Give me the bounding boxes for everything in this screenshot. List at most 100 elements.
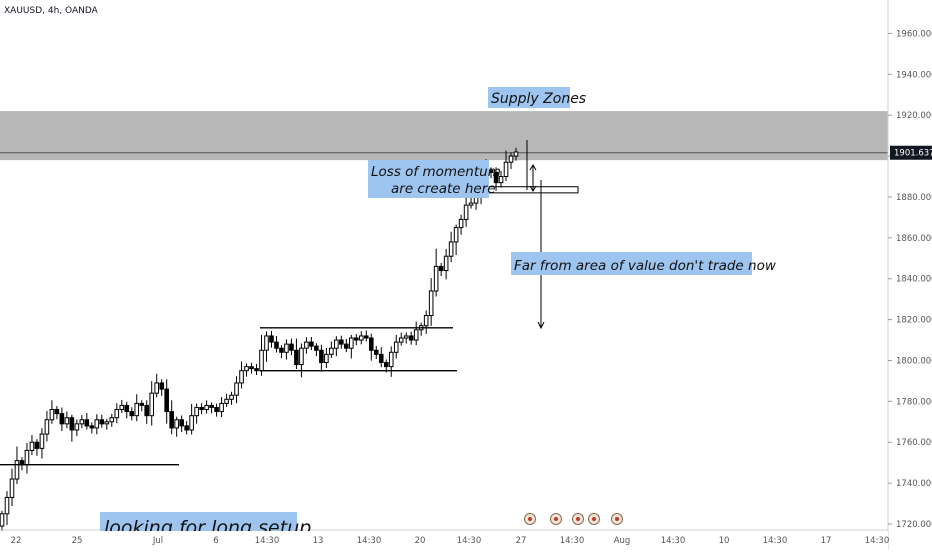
candle-body <box>498 176 504 184</box>
candle <box>254 363 259 375</box>
candle <box>264 331 269 362</box>
x-tick-label: 20 <box>415 536 426 546</box>
candle-body <box>299 347 304 366</box>
event-marker-icon[interactable] <box>524 513 536 525</box>
supply-zones-label-text: Supply Zones <box>491 91 586 107</box>
candle-body <box>54 409 60 415</box>
candle-body <box>84 419 90 427</box>
candle <box>453 224 459 256</box>
x-tick-label: 10 <box>719 536 730 546</box>
last-price-tag-bg <box>890 145 932 160</box>
candle-body <box>69 417 75 431</box>
x-tick-label: 14:30 <box>865 536 890 546</box>
far-from-value-label[interactable]: Far from area of value don't trade now <box>511 252 777 275</box>
candle <box>139 400 145 412</box>
candle <box>219 397 224 418</box>
momentum-line-2: are create here <box>391 181 496 197</box>
candle <box>194 403 199 424</box>
measure-arrow[interactable] <box>529 164 537 192</box>
candle-body <box>224 398 229 404</box>
candle <box>89 422 95 434</box>
candle-body <box>344 343 349 349</box>
candle <box>423 310 429 334</box>
event-marker-icon[interactable] <box>611 513 623 525</box>
y-tick-label: 1920.000 <box>896 111 932 121</box>
candle <box>344 339 349 353</box>
y-tick-label: 1760.000 <box>896 438 932 448</box>
candle-body <box>189 415 194 431</box>
candle <box>398 332 404 346</box>
candle-body <box>294 349 299 366</box>
candle <box>388 346 394 377</box>
candle <box>443 248 449 280</box>
candle <box>169 400 174 435</box>
momentum-line-1: Loss of momentum <box>371 164 501 180</box>
candle-body <box>368 337 374 351</box>
candle-body <box>159 382 164 390</box>
candle-body <box>49 409 55 421</box>
candle <box>378 347 384 368</box>
supply-zone-rect[interactable] <box>0 111 888 161</box>
candle-body <box>433 265 439 292</box>
candle-body <box>154 382 159 394</box>
x-tick-label: Aug <box>614 536 631 546</box>
candle-body <box>4 496 10 515</box>
candle <box>44 410 50 442</box>
event-marker-icon[interactable] <box>550 513 562 525</box>
candle-body <box>373 349 379 355</box>
candle <box>224 393 229 407</box>
candle <box>124 401 130 419</box>
candle-body <box>94 419 100 429</box>
candle <box>159 379 164 396</box>
candle-body <box>149 392 155 417</box>
candle <box>438 262 444 277</box>
candle-body <box>134 402 140 417</box>
candle-body <box>468 202 474 206</box>
candle-body <box>174 419 179 429</box>
event-marker-dot <box>528 517 532 521</box>
candle <box>149 381 155 426</box>
candle-body <box>34 441 40 449</box>
candle-body <box>383 362 389 368</box>
candle-body <box>144 404 150 417</box>
supply-zones-label[interactable]: Supply Zones <box>488 87 586 108</box>
candle <box>184 421 189 435</box>
event-marker-dot <box>576 517 580 521</box>
candle-body <box>314 345 319 351</box>
candle <box>39 428 45 459</box>
x-tick-label: 14:30 <box>763 536 788 546</box>
candle-body <box>393 341 399 353</box>
symbol-label: XAUUSD, 4h, OANDA <box>4 6 99 16</box>
event-marker-icon[interactable] <box>588 513 600 525</box>
candle-body <box>329 347 334 355</box>
candle <box>408 331 414 345</box>
candle-body <box>14 460 20 480</box>
candle <box>349 334 354 359</box>
candle-body <box>239 370 244 384</box>
x-tick-label: 14:30 <box>457 536 482 546</box>
candle <box>373 345 379 360</box>
candle <box>508 152 514 169</box>
candle <box>84 413 90 430</box>
candle-body <box>304 341 309 349</box>
candle <box>334 336 339 357</box>
candle <box>289 338 294 356</box>
x-tick-label: 14:30 <box>255 536 280 546</box>
candle-body <box>209 404 214 408</box>
candle <box>69 414 75 442</box>
x-tick-label: 22 <box>11 536 22 546</box>
candle <box>54 406 60 420</box>
candle-body <box>104 421 110 425</box>
candle-body <box>79 419 85 425</box>
candle-body <box>279 347 284 353</box>
candle <box>59 407 65 431</box>
candle <box>403 332 409 344</box>
candle-body <box>378 353 384 364</box>
event-marker-icon[interactable] <box>572 513 584 525</box>
x-tick-label: 25 <box>72 536 83 546</box>
candle <box>274 335 279 353</box>
candle-body <box>129 411 135 417</box>
